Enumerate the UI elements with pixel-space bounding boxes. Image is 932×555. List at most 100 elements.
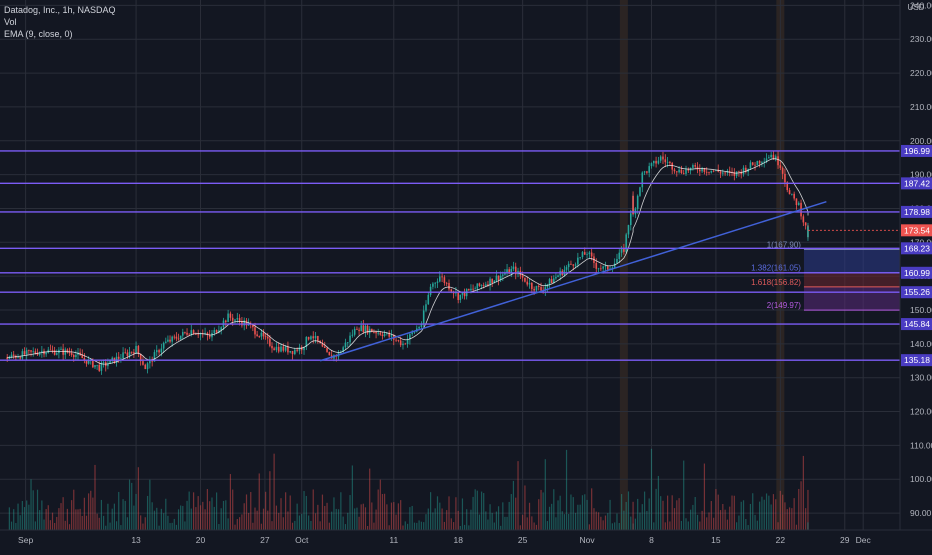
volume-bar bbox=[512, 480, 515, 530]
volume-bar bbox=[23, 507, 26, 530]
volume-bar bbox=[591, 488, 593, 530]
fib-level-label: 1.382(161.05) bbox=[751, 264, 801, 273]
candle-body bbox=[606, 266, 609, 270]
volume-bar bbox=[85, 515, 88, 530]
candle-body bbox=[153, 352, 156, 362]
volume-bar bbox=[32, 490, 34, 530]
volume-bar bbox=[616, 513, 618, 530]
candle-body bbox=[231, 317, 234, 321]
volume-bar bbox=[146, 495, 149, 530]
volume-bar bbox=[393, 502, 395, 530]
candle-body bbox=[271, 345, 273, 349]
volume-bar bbox=[180, 505, 182, 530]
volume-bar bbox=[706, 517, 708, 530]
y-tick-label: 150.00 bbox=[910, 305, 932, 315]
candle-body bbox=[68, 352, 71, 354]
x-tick-label: Oct bbox=[295, 535, 309, 545]
candle-body bbox=[366, 325, 369, 334]
volume-bar bbox=[151, 502, 153, 530]
candle-body bbox=[618, 252, 621, 260]
volume-bar bbox=[807, 489, 809, 530]
volume-bar bbox=[358, 516, 360, 530]
candle-body bbox=[25, 350, 28, 355]
candle-body bbox=[751, 162, 754, 165]
volume-bar bbox=[768, 495, 770, 530]
volume-bar bbox=[795, 524, 798, 530]
volume-bar bbox=[588, 524, 590, 530]
volume-bar bbox=[468, 525, 470, 530]
candle-body bbox=[186, 332, 188, 335]
y-tick-label: 240.00 bbox=[910, 0, 932, 10]
candle-body bbox=[485, 284, 487, 286]
volume-bar bbox=[314, 513, 317, 530]
volume-bar bbox=[58, 508, 60, 530]
x-tick-label: 11 bbox=[389, 535, 398, 545]
candle-body bbox=[586, 254, 588, 255]
candle-body bbox=[740, 171, 743, 175]
candle-body bbox=[627, 225, 630, 235]
volume-bar bbox=[761, 496, 763, 530]
candle-body bbox=[160, 348, 163, 353]
volume-bar bbox=[765, 493, 768, 530]
volume-bar bbox=[759, 501, 761, 530]
ema-line bbox=[7, 158, 809, 365]
volume-bar bbox=[443, 521, 445, 530]
volume-bar bbox=[135, 493, 137, 530]
y-tick-label: 90.00 bbox=[910, 508, 932, 518]
candle-body bbox=[70, 352, 73, 355]
volume-bar bbox=[105, 525, 107, 530]
candle-body bbox=[804, 222, 807, 226]
volume-bar bbox=[692, 504, 694, 530]
volume-bar bbox=[190, 508, 192, 530]
x-tick-label: 29 bbox=[840, 535, 850, 545]
candle-body bbox=[402, 343, 404, 346]
candle-body bbox=[34, 351, 37, 354]
candle-body bbox=[597, 268, 600, 270]
volume-bar bbox=[729, 506, 731, 530]
volume-bar bbox=[627, 491, 630, 530]
volume-bar bbox=[232, 489, 234, 530]
candle-body bbox=[296, 349, 298, 351]
volume-bar bbox=[254, 507, 256, 530]
volume-bar bbox=[364, 507, 367, 530]
candle-body bbox=[648, 166, 650, 173]
volume-bar bbox=[680, 520, 683, 530]
volume-bar bbox=[149, 479, 151, 530]
candle-body bbox=[92, 359, 94, 368]
candle-body bbox=[289, 351, 292, 353]
volume-bar bbox=[88, 493, 90, 530]
volume-bar bbox=[747, 525, 749, 530]
candle-body bbox=[256, 334, 258, 337]
candle-body bbox=[404, 343, 407, 345]
candle-body bbox=[323, 346, 326, 348]
volume-bar bbox=[457, 510, 459, 530]
volume-bar bbox=[483, 493, 485, 530]
volume-bar bbox=[26, 500, 28, 530]
volume-bar bbox=[742, 500, 745, 530]
volume-bar bbox=[495, 511, 498, 530]
volume-bar bbox=[115, 521, 118, 530]
candle-body bbox=[781, 167, 784, 174]
volume-bar bbox=[303, 491, 305, 530]
candle-body bbox=[531, 282, 533, 289]
volume-bar bbox=[64, 520, 66, 530]
ema-indicator-label[interactable]: EMA (9, close, 0) bbox=[4, 29, 73, 39]
candle-body bbox=[291, 351, 294, 355]
volume-bar bbox=[236, 519, 238, 530]
volume-bar bbox=[453, 522, 455, 530]
candle-body bbox=[243, 320, 246, 326]
volume-indicator-label[interactable]: Vol bbox=[4, 17, 17, 27]
candle-body bbox=[461, 292, 464, 295]
volume-bar bbox=[167, 515, 169, 530]
candle-body bbox=[79, 352, 81, 355]
candle-body bbox=[703, 168, 706, 172]
volume-bar bbox=[250, 492, 252, 530]
symbol-title[interactable]: Datadog, Inc., 1h, NASDAQ bbox=[4, 5, 116, 15]
volume-bar bbox=[416, 522, 418, 530]
volume-bar bbox=[489, 504, 491, 530]
candle-body bbox=[146, 363, 149, 370]
volume-bar bbox=[379, 479, 381, 530]
candle-body bbox=[177, 338, 180, 340]
